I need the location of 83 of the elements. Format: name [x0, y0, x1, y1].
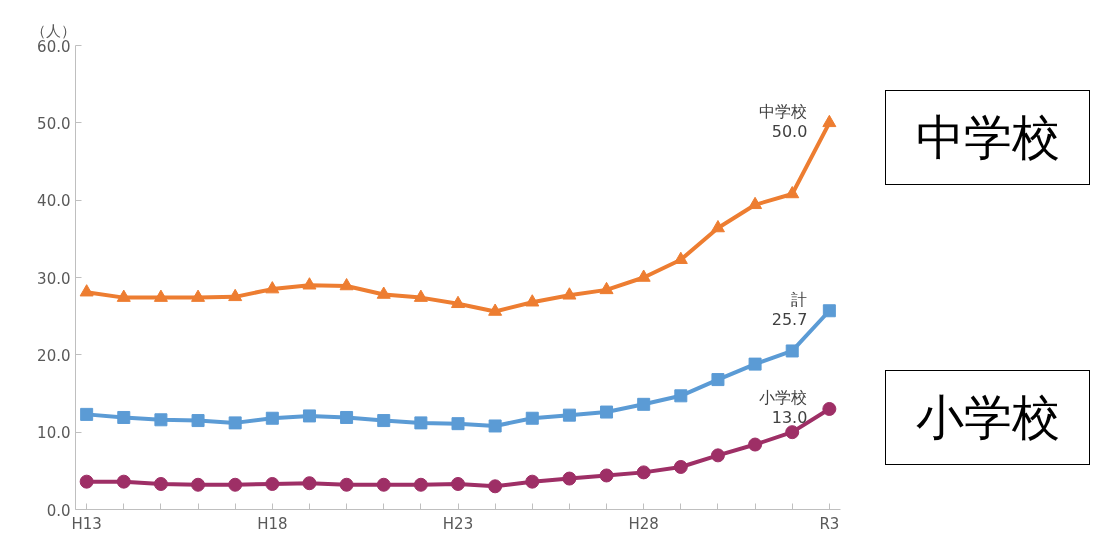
point: [525, 474, 540, 489]
point: [636, 465, 651, 480]
point: [562, 471, 577, 486]
point: [265, 476, 280, 491]
point: [599, 468, 614, 483]
point: [80, 407, 94, 421]
point: [265, 411, 279, 425]
point: [228, 477, 243, 492]
point: [636, 269, 651, 282]
data-label: 13.0: [771, 407, 808, 427]
point: [413, 289, 428, 302]
point: [451, 476, 465, 491]
point: [153, 289, 168, 302]
point: [79, 284, 94, 297]
data-label: 50.0: [771, 121, 808, 141]
point: [339, 278, 354, 291]
point: [488, 419, 502, 433]
point: [488, 303, 503, 316]
point: [79, 474, 94, 489]
point: [451, 417, 465, 431]
point: [302, 277, 317, 290]
point: [191, 414, 205, 428]
point: [822, 304, 836, 318]
point: [191, 477, 206, 492]
y-axis-title: （人）: [30, 21, 76, 40]
point: [600, 405, 614, 419]
point: [748, 196, 763, 210]
point: [488, 479, 503, 494]
point: [116, 289, 131, 302]
y-tick-label: 40.0: [37, 192, 71, 211]
point: [339, 477, 354, 492]
point: [710, 448, 725, 463]
point: [673, 459, 688, 474]
point: [340, 410, 354, 424]
point: [377, 414, 391, 428]
text: 中学校: [915, 108, 1060, 167]
point: [116, 474, 131, 489]
point: [153, 476, 168, 491]
point: [228, 288, 243, 302]
point: [525, 294, 540, 307]
x-tick-label: H13: [71, 514, 102, 533]
point: [562, 408, 576, 422]
y-tick-label: 10.0: [37, 424, 71, 443]
point: [637, 397, 651, 411]
point: [710, 220, 725, 233]
point: [748, 437, 763, 452]
data-label: 25.7: [771, 309, 808, 329]
point: [302, 409, 316, 423]
y-tick-label: 50.0: [37, 114, 71, 133]
point: [414, 416, 428, 430]
point: [154, 413, 168, 427]
point: [265, 281, 280, 294]
point: [376, 286, 391, 299]
point: [451, 295, 465, 309]
y-tick-label: 30.0: [37, 269, 71, 288]
point: [599, 281, 614, 295]
y-tick-label: 0.0: [46, 501, 71, 520]
point: [228, 416, 242, 430]
x-tick-label: H18: [257, 514, 288, 533]
series-label: 中学校: [759, 101, 808, 121]
series-label: 小学校: [759, 387, 808, 407]
x-tick-label: H28: [628, 514, 659, 533]
point: [302, 476, 317, 491]
y-tick-label: 20.0: [37, 346, 71, 365]
point: [822, 114, 837, 128]
series-label: 計: [791, 289, 808, 309]
point: [117, 410, 131, 424]
point: [785, 185, 800, 199]
point: [785, 425, 800, 440]
point: [822, 401, 837, 416]
x-tick-label: R3: [819, 514, 840, 533]
point: [191, 289, 206, 302]
point: [748, 357, 762, 371]
point: [674, 389, 688, 403]
point: [525, 411, 539, 425]
point: [785, 344, 799, 358]
point: [376, 477, 391, 492]
x-tick-label: H23: [442, 514, 474, 533]
point: [711, 373, 725, 387]
point: [413, 477, 428, 492]
text: 小学校: [915, 388, 1060, 447]
point: [673, 251, 688, 264]
point: [562, 287, 577, 300]
